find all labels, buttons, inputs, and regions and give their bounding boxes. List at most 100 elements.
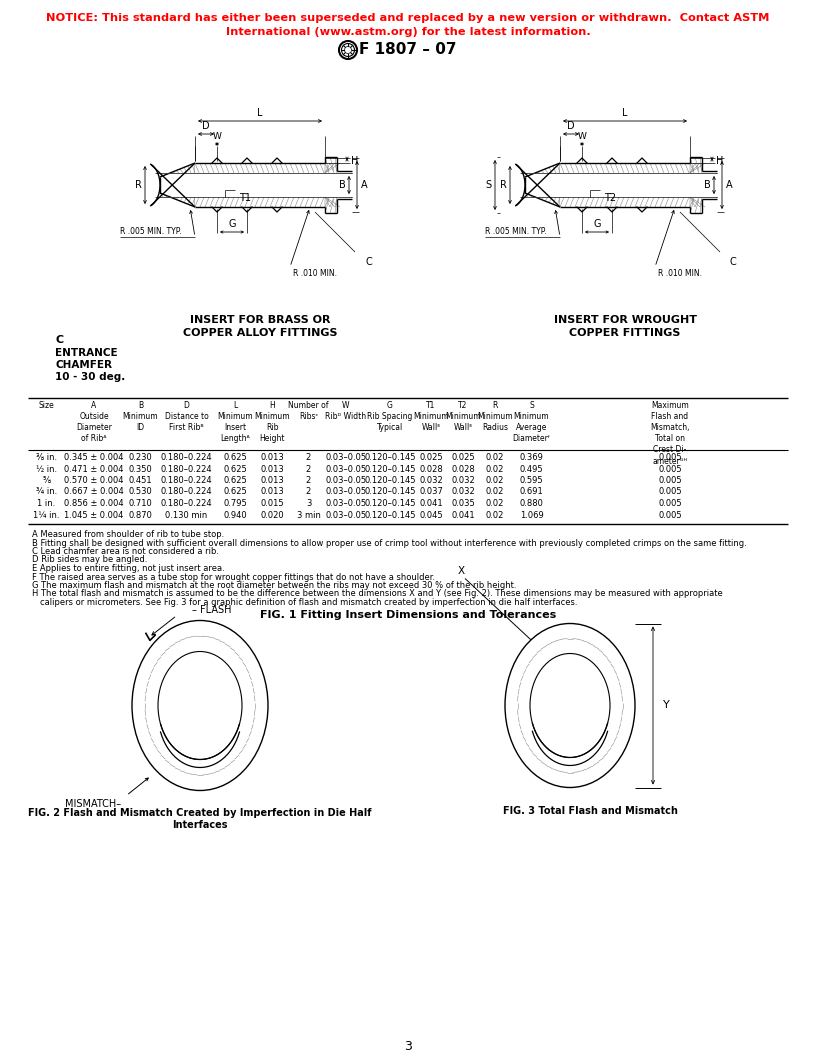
Text: S: S (486, 180, 492, 190)
Text: INSERT FOR BRASS OR: INSERT FOR BRASS OR (190, 315, 330, 325)
Text: – FLASH: – FLASH (192, 605, 232, 616)
Text: W: W (212, 132, 221, 142)
Text: 0.020: 0.020 (260, 510, 284, 520)
Text: Y: Y (663, 700, 670, 711)
Text: COPPER ALLOY FITTINGS: COPPER ALLOY FITTINGS (183, 328, 337, 338)
Text: calipers or micrometers. See Fig. 3 for a graphic definition of flash and mismat: calipers or micrometers. See Fig. 3 for … (40, 598, 578, 607)
Text: 0.013: 0.013 (260, 465, 284, 473)
Text: 0.710: 0.710 (129, 499, 153, 508)
Text: 0.795: 0.795 (223, 499, 247, 508)
Text: L: L (257, 108, 263, 118)
Text: 0.120–0.145: 0.120–0.145 (364, 510, 415, 520)
Text: 0.471 ± 0.004: 0.471 ± 0.004 (64, 465, 124, 473)
Text: D: D (567, 121, 574, 131)
Text: T1
Minimum
Wallᴱ: T1 Minimum Wallᴱ (413, 401, 449, 432)
Text: 2: 2 (306, 453, 311, 463)
Text: 0.041: 0.041 (419, 499, 443, 508)
Text: C: C (365, 257, 372, 267)
Text: FIG. 1 Fitting Insert Dimensions and Tolerances: FIG. 1 Fitting Insert Dimensions and Tol… (259, 610, 557, 621)
Text: D: D (202, 121, 210, 131)
Text: 0.013: 0.013 (260, 453, 284, 463)
Text: 0.120–0.145: 0.120–0.145 (364, 453, 415, 463)
Text: 0.005: 0.005 (659, 476, 682, 485)
Text: 0.180–0.224: 0.180–0.224 (161, 453, 212, 463)
Text: 1.069: 1.069 (520, 510, 543, 520)
Text: R: R (135, 180, 142, 190)
Text: 0.625: 0.625 (223, 453, 247, 463)
Text: R: R (500, 180, 507, 190)
Text: International (www.astm.org) for the latest information.: International (www.astm.org) for the lat… (226, 27, 590, 37)
Text: 0.045: 0.045 (419, 510, 443, 520)
Text: A Measured from shoulder of rib to tube stop.: A Measured from shoulder of rib to tube … (32, 530, 224, 539)
Text: W: W (578, 132, 587, 142)
Text: T2
Minimum
Wallᴱ: T2 Minimum Wallᴱ (446, 401, 481, 432)
Text: 0.451: 0.451 (129, 476, 153, 485)
Text: 0.530: 0.530 (129, 488, 153, 496)
Text: 0.032: 0.032 (419, 476, 443, 485)
Text: 0.940: 0.940 (224, 510, 246, 520)
Text: 0.032: 0.032 (451, 476, 475, 485)
Text: 0.005: 0.005 (659, 510, 682, 520)
Text: 0.345 ± 0.004: 0.345 ± 0.004 (64, 453, 124, 463)
Text: C Lead chamfer area is not considered a rib.: C Lead chamfer area is not considered a … (32, 547, 219, 557)
Text: 0.180–0.224: 0.180–0.224 (161, 465, 212, 473)
Text: 0.013: 0.013 (260, 476, 284, 485)
Text: 0.180–0.224: 0.180–0.224 (161, 476, 212, 485)
Text: 2: 2 (306, 488, 311, 496)
Text: 0.625: 0.625 (223, 465, 247, 473)
Text: 0.230: 0.230 (129, 453, 153, 463)
Text: 0.667 ± 0.004: 0.667 ± 0.004 (64, 488, 124, 496)
Text: 0.625: 0.625 (223, 476, 247, 485)
Text: 2: 2 (306, 476, 311, 485)
Text: ⅝: ⅝ (42, 476, 51, 485)
Text: 2: 2 (306, 465, 311, 473)
Text: B Fitting shall be designed with sufficient overall dimensions to allow proper u: B Fitting shall be designed with suffici… (32, 539, 747, 547)
Text: 0.02: 0.02 (486, 465, 504, 473)
Text: 0.032: 0.032 (451, 488, 475, 496)
Text: 0.025: 0.025 (419, 453, 443, 463)
Text: ENTRANCE: ENTRANCE (55, 348, 118, 358)
Text: 0.02: 0.02 (486, 510, 504, 520)
Text: 3: 3 (404, 1040, 412, 1053)
Text: 0.037: 0.037 (419, 488, 443, 496)
Text: H: H (716, 155, 723, 166)
Text: 0.005: 0.005 (659, 488, 682, 496)
Text: 0.120–0.145: 0.120–0.145 (364, 476, 415, 485)
Text: G: G (593, 219, 601, 229)
Text: B
Minimum
ID: B Minimum ID (122, 401, 158, 432)
Text: B: B (704, 180, 711, 190)
Text: 1.045 ± 0.004: 1.045 ± 0.004 (64, 510, 124, 520)
Text: H: H (351, 155, 358, 166)
Text: ⅜ in.: ⅜ in. (36, 453, 57, 463)
Text: 0.005: 0.005 (659, 453, 682, 463)
Text: FIG. 2 Flash and Mismatch Created by Imperfection in Die Half: FIG. 2 Flash and Mismatch Created by Imp… (29, 809, 372, 818)
Text: 0.120–0.145: 0.120–0.145 (364, 499, 415, 508)
Text: T2: T2 (604, 193, 616, 203)
Text: F 1807 – 07: F 1807 – 07 (359, 42, 457, 57)
Text: 0.035: 0.035 (451, 499, 475, 508)
Text: L
Minimum
Insert
Lengthᴬ: L Minimum Insert Lengthᴬ (217, 401, 253, 444)
Text: 0.691: 0.691 (520, 488, 543, 496)
Text: 0.028: 0.028 (451, 465, 475, 473)
Text: 0.870: 0.870 (129, 510, 153, 520)
Text: T1: T1 (239, 193, 251, 203)
Text: R .005 MIN. TYP.: R .005 MIN. TYP. (485, 227, 547, 235)
Text: 0.03–0.05: 0.03–0.05 (326, 476, 366, 485)
Text: 0.180–0.224: 0.180–0.224 (161, 488, 212, 496)
Text: 0.130 min: 0.130 min (166, 510, 207, 520)
Text: R .010 MIN.: R .010 MIN. (293, 269, 337, 278)
Text: H
Minimum
Rib
Height: H Minimum Rib Height (255, 401, 290, 444)
Text: 0.369: 0.369 (520, 453, 543, 463)
Text: INSERT FOR WROUGHT: INSERT FOR WROUGHT (553, 315, 697, 325)
Text: Maximum
Flash and
Mismatch,
Total on
Crest Di-
ameterᴳᴴ: Maximum Flash and Mismatch, Total on Cre… (650, 401, 690, 466)
Text: 0.595: 0.595 (520, 476, 543, 485)
Text: 0.015: 0.015 (260, 499, 284, 508)
Text: R
Minimum
Radius: R Minimum Radius (477, 401, 512, 432)
Text: 0.625: 0.625 (223, 488, 247, 496)
Text: A
Outside
Diameter
of Ribᴬ: A Outside Diameter of Ribᴬ (76, 401, 112, 444)
Text: H The total flash and mismatch is assumed to be the difference between the dimen: H The total flash and mismatch is assume… (32, 589, 723, 599)
Text: Interfaces: Interfaces (172, 819, 228, 830)
Text: NOTICE: This standard has either been superseded and replaced by a new version o: NOTICE: This standard has either been su… (47, 13, 769, 23)
Text: R .010 MIN.: R .010 MIN. (658, 269, 702, 278)
Text: Number of
Ribsᶜ: Number of Ribsᶜ (288, 401, 329, 421)
